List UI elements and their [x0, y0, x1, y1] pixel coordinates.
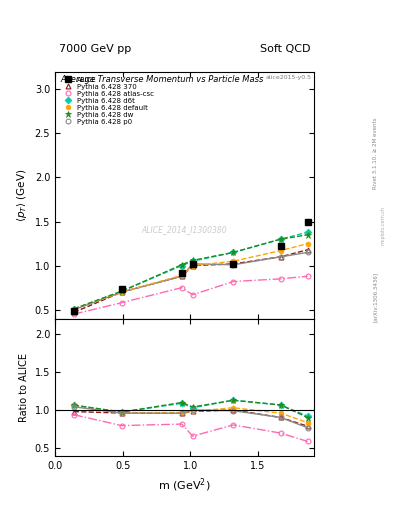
- Pythia 6.428 atlas-csc: [179, 285, 184, 291]
- Pythia 6.428 default: [278, 248, 283, 254]
- Pythia 6.428 default: [190, 263, 195, 269]
- Pythia 6.428 atlas-csc: [231, 279, 236, 285]
- Pythia 6.428 atlas-csc: [305, 273, 310, 279]
- Pythia 6.428 370: [231, 261, 236, 267]
- Line: Pythia 6.428 p0: Pythia 6.428 p0: [72, 250, 310, 312]
- Pythia 6.428 370: [179, 273, 184, 279]
- Text: [arXiv:1306.3436]: [arXiv:1306.3436]: [373, 272, 378, 322]
- Y-axis label: $\langle p_T \rangle$ (GeV): $\langle p_T \rangle$ (GeV): [15, 168, 29, 222]
- Pythia 6.428 d6t: [119, 288, 124, 294]
- Pythia 6.428 p0: [305, 249, 310, 255]
- Pythia 6.428 d6t: [231, 249, 236, 255]
- Pythia 6.428 d6t: [72, 306, 76, 312]
- Pythia 6.428 p0: [179, 273, 184, 279]
- Pythia 6.428 p0: [278, 254, 283, 260]
- Text: mcplots.cern.ch: mcplots.cern.ch: [381, 206, 386, 245]
- Pythia 6.428 atlas-csc: [72, 311, 76, 317]
- Pythia 6.428 p0: [231, 262, 236, 268]
- ALICE: [119, 286, 124, 292]
- Pythia 6.428 370: [278, 254, 283, 260]
- Pythia 6.428 dw: [72, 306, 76, 312]
- Pythia 6.428 dw: [119, 288, 124, 294]
- Text: Rivet 3.1.10, ≥ 2M events: Rivet 3.1.10, ≥ 2M events: [373, 118, 378, 189]
- Pythia 6.428 p0: [119, 289, 124, 295]
- X-axis label: m (GeV$^2$): m (GeV$^2$): [158, 476, 211, 494]
- Pythia 6.428 d6t: [179, 263, 184, 269]
- Pythia 6.428 atlas-csc: [119, 300, 124, 306]
- Pythia 6.428 dw: [190, 257, 195, 263]
- ALICE: [72, 308, 76, 314]
- Text: Soft QCD: Soft QCD: [260, 44, 310, 54]
- Pythia 6.428 default: [72, 306, 76, 312]
- ALICE: [190, 261, 195, 267]
- Pythia 6.428 370: [305, 247, 310, 253]
- Line: Pythia 6.428 atlas-csc: Pythia 6.428 atlas-csc: [72, 274, 310, 316]
- Text: Average Transverse Momentum vs Particle Mass: Average Transverse Momentum vs Particle …: [60, 75, 264, 84]
- Y-axis label: Ratio to ALICE: Ratio to ALICE: [19, 353, 29, 421]
- Pythia 6.428 atlas-csc: [278, 276, 283, 282]
- ALICE: [278, 243, 283, 249]
- Text: 7000 GeV pp: 7000 GeV pp: [59, 44, 131, 54]
- Pythia 6.428 d6t: [190, 258, 195, 264]
- Pythia 6.428 dw: [305, 232, 310, 238]
- Pythia 6.428 p0: [190, 261, 195, 267]
- Pythia 6.428 dw: [179, 262, 184, 268]
- Pythia 6.428 370: [72, 309, 76, 315]
- Line: Pythia 6.428 default: Pythia 6.428 default: [72, 241, 310, 311]
- ALICE: [179, 270, 184, 276]
- Line: Pythia 6.428 370: Pythia 6.428 370: [72, 247, 310, 315]
- ALICE: [305, 219, 310, 225]
- Pythia 6.428 default: [305, 241, 310, 247]
- ALICE: [231, 261, 236, 267]
- Text: alice2015-y0.5: alice2015-y0.5: [266, 75, 312, 80]
- Pythia 6.428 370: [190, 263, 195, 269]
- Pythia 6.428 d6t: [278, 236, 283, 242]
- Text: ALICE_2014_I1300380: ALICE_2014_I1300380: [142, 225, 228, 234]
- Pythia 6.428 default: [119, 289, 124, 295]
- Pythia 6.428 atlas-csc: [190, 292, 195, 298]
- Legend: ALICE, Pythia 6.428 370, Pythia 6.428 atlas-csc, Pythia 6.428 d6t, Pythia 6.428 : ALICE, Pythia 6.428 370, Pythia 6.428 at…: [59, 75, 156, 126]
- Pythia 6.428 default: [231, 258, 236, 264]
- Pythia 6.428 dw: [231, 249, 236, 255]
- Pythia 6.428 d6t: [305, 229, 310, 235]
- Pythia 6.428 default: [179, 272, 184, 279]
- Line: ALICE: ALICE: [70, 218, 311, 315]
- Line: Pythia 6.428 d6t: Pythia 6.428 d6t: [72, 230, 310, 311]
- Line: Pythia 6.428 dw: Pythia 6.428 dw: [70, 231, 311, 312]
- Pythia 6.428 p0: [72, 307, 76, 313]
- Pythia 6.428 370: [119, 289, 124, 295]
- Pythia 6.428 dw: [278, 236, 283, 242]
